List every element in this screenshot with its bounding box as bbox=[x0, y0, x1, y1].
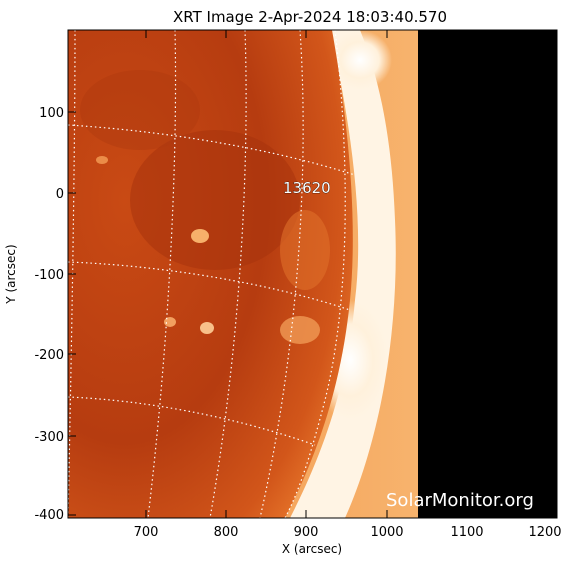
longitude-line bbox=[147, 30, 177, 518]
no-data-region bbox=[418, 30, 557, 518]
plot-title: XRT Image 2-Apr-2024 18:03:40.570 bbox=[173, 8, 447, 26]
x-tick-label: 900 bbox=[294, 525, 319, 540]
active-region-13620 bbox=[280, 210, 330, 290]
bright-point bbox=[200, 322, 214, 334]
x-tick-label: 800 bbox=[214, 525, 239, 540]
bright-point bbox=[191, 229, 209, 243]
active-region-loops bbox=[280, 316, 320, 344]
x-tick-label: 1100 bbox=[450, 525, 483, 540]
x-tick-labels: 700 800 900 1000 1100 1200 bbox=[134, 525, 562, 540]
y-tick-label: -200 bbox=[34, 348, 64, 363]
x-tick-label: 1000 bbox=[370, 525, 403, 540]
y-tick-label: -300 bbox=[34, 430, 64, 445]
latitude-line bbox=[68, 124, 356, 176]
longitude-line bbox=[259, 30, 304, 518]
y-tick-label: 0 bbox=[56, 187, 64, 202]
bright-point bbox=[164, 317, 176, 327]
y-tick-labels: 100 0 -100 -200 -300 -400 bbox=[34, 106, 64, 523]
x-axis-title: X (arcsec) bbox=[282, 542, 342, 556]
latitude-line bbox=[68, 261, 351, 311]
y-axis-title: Y (arcsec) bbox=[4, 244, 18, 304]
y-tick-label: 100 bbox=[39, 106, 64, 121]
solar-disk bbox=[68, 30, 353, 518]
y-tick-marks bbox=[68, 111, 557, 516]
y-tick-label: -100 bbox=[34, 268, 64, 283]
y-tick-label: -400 bbox=[34, 508, 64, 523]
dark-region-north bbox=[80, 70, 200, 150]
x-tick-label: 700 bbox=[134, 525, 159, 540]
x-tick-marks bbox=[145, 30, 548, 518]
x-tick-label: 1200 bbox=[528, 525, 561, 540]
limb-brightening-north bbox=[328, 30, 392, 90]
active-region-label: 13620 bbox=[283, 179, 331, 197]
bright-point bbox=[96, 156, 108, 164]
heliographic-grid bbox=[68, 30, 356, 518]
longitude-line bbox=[209, 30, 247, 518]
dark-region bbox=[130, 130, 300, 270]
solar-image: 13620 SolarMonitor.org bbox=[68, 30, 557, 518]
watermark: SolarMonitor.org bbox=[386, 490, 534, 511]
latitude-line bbox=[68, 396, 316, 446]
